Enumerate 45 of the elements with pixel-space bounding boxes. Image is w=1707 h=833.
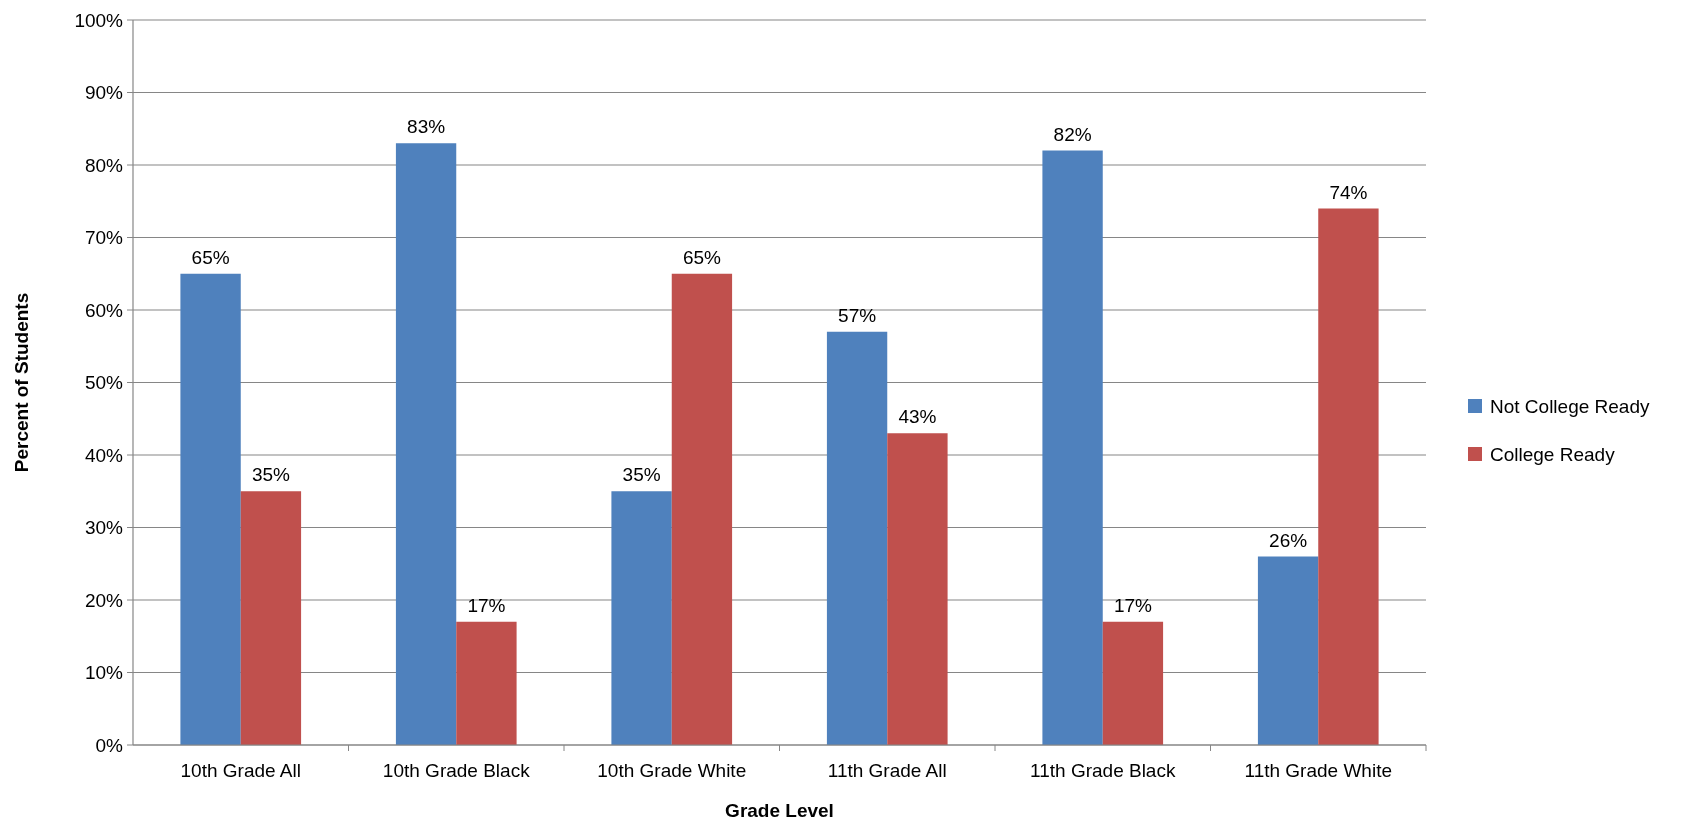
y-tick-label: 100% xyxy=(74,9,124,31)
legend-label: College Ready xyxy=(1490,443,1616,465)
data-label: 83% xyxy=(407,116,446,138)
bar xyxy=(240,491,302,745)
y-tick-label: 80% xyxy=(84,154,124,176)
bar xyxy=(671,273,733,745)
bar xyxy=(826,331,888,745)
data-label: 43% xyxy=(898,406,937,428)
data-label: 65% xyxy=(682,246,722,268)
data-label: 35% xyxy=(251,464,291,486)
y-axis-title: Percent of Students xyxy=(11,292,32,473)
y-tick-label: 90% xyxy=(84,82,124,104)
x-tick-label: 11th Grade All xyxy=(827,760,947,781)
data-label: 65% xyxy=(191,246,230,268)
data-label: 82% xyxy=(1053,123,1092,145)
bar xyxy=(1257,556,1319,745)
bar xyxy=(395,143,457,745)
bar xyxy=(611,491,672,745)
y-tick-label: 50% xyxy=(84,372,124,394)
data-label: 74% xyxy=(1329,181,1368,203)
y-tick-label: 40% xyxy=(84,444,124,466)
y-tick-label: 70% xyxy=(84,227,124,249)
x-tick-label: 10th Grade All xyxy=(180,760,301,781)
y-tick-label: 20% xyxy=(84,589,124,611)
bar xyxy=(1102,621,1164,745)
bar xyxy=(1042,150,1103,745)
x-tick-label: 10th Grade White xyxy=(597,760,747,781)
bar xyxy=(887,433,948,745)
data-label: 17% xyxy=(1113,594,1153,616)
data-label: 17% xyxy=(467,594,506,616)
y-tick-label: 60% xyxy=(84,299,124,321)
x-tick-label: 10th Grade Black xyxy=(382,760,531,781)
x-tick-label: 11th Grade White xyxy=(1244,760,1393,781)
data-label: 26% xyxy=(1269,529,1308,551)
y-tick-label: 10% xyxy=(84,662,124,684)
bar xyxy=(180,273,241,745)
x-tick-label: 11th Grade Black xyxy=(1030,760,1176,781)
y-tick-label: 0% xyxy=(95,734,124,756)
data-label: 57% xyxy=(838,304,877,326)
legend-label: Not College Ready xyxy=(1490,395,1650,417)
bar xyxy=(456,621,517,745)
bar xyxy=(1318,208,1379,745)
y-tick-label: 30% xyxy=(84,517,124,539)
x-axis-title: Grade Level xyxy=(725,800,834,821)
data-label: 35% xyxy=(622,464,661,486)
